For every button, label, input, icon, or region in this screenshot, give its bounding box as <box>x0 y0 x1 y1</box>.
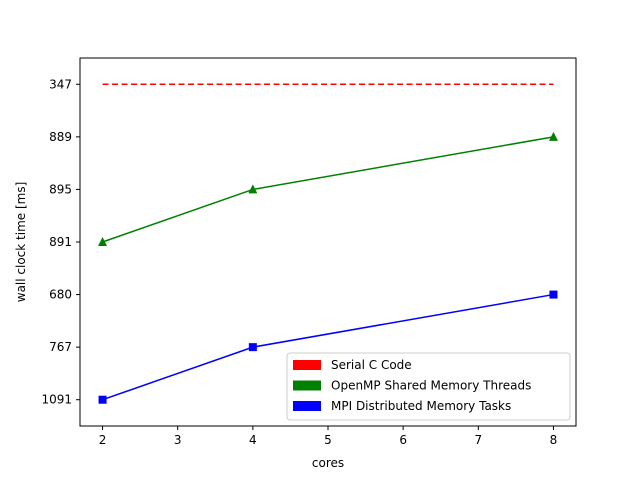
x-tick-label: 2 <box>99 433 107 447</box>
x-tick-label: 7 <box>474 433 482 447</box>
series-2 <box>98 131 558 246</box>
y-axis-label: wall clock time [ms] <box>14 182 28 303</box>
square-marker <box>549 290 558 299</box>
y-tick-label: 767 <box>49 340 72 354</box>
legend-swatch <box>293 360 321 370</box>
x-tick-label: 8 <box>550 433 558 447</box>
x-tick-label: 3 <box>174 433 182 447</box>
x-tick-label: 5 <box>324 433 332 447</box>
y-tick-label: 680 <box>49 288 72 302</box>
legend-label: Serial C Code <box>331 358 412 372</box>
legend-swatch <box>293 401 321 411</box>
x-tick-label: 6 <box>399 433 407 447</box>
y-tick-label: 891 <box>49 235 72 249</box>
y-tick-label: 1091 <box>41 393 72 407</box>
legend-swatch <box>293 380 321 391</box>
x-tick-label: 4 <box>249 433 257 447</box>
y-tick-label: 347 <box>49 77 72 91</box>
y-tick-label: 889 <box>49 130 72 144</box>
series-layer <box>98 83 558 404</box>
triangle-marker <box>548 131 558 141</box>
triangle-marker <box>248 184 258 194</box>
legend-label: MPI Distributed Memory Tasks <box>331 399 511 413</box>
legend: Serial C Code OpenMP Shared Memory Thread… <box>286 352 571 421</box>
y-tick-label: 895 <box>49 182 72 196</box>
x-axis: 2 3 4 5 6 7 8 <box>99 426 558 447</box>
square-marker <box>248 343 257 352</box>
legend-label: OpenMP Shared Memory Threads <box>331 379 531 393</box>
x-axis-label: cores <box>312 456 344 470</box>
y-axis: 1091 767 680 891 895 889 347 <box>41 77 80 407</box>
legend-box <box>286 352 571 421</box>
square-marker <box>98 395 107 404</box>
triangle-marker <box>98 237 108 246</box>
series-3 <box>98 290 558 404</box>
